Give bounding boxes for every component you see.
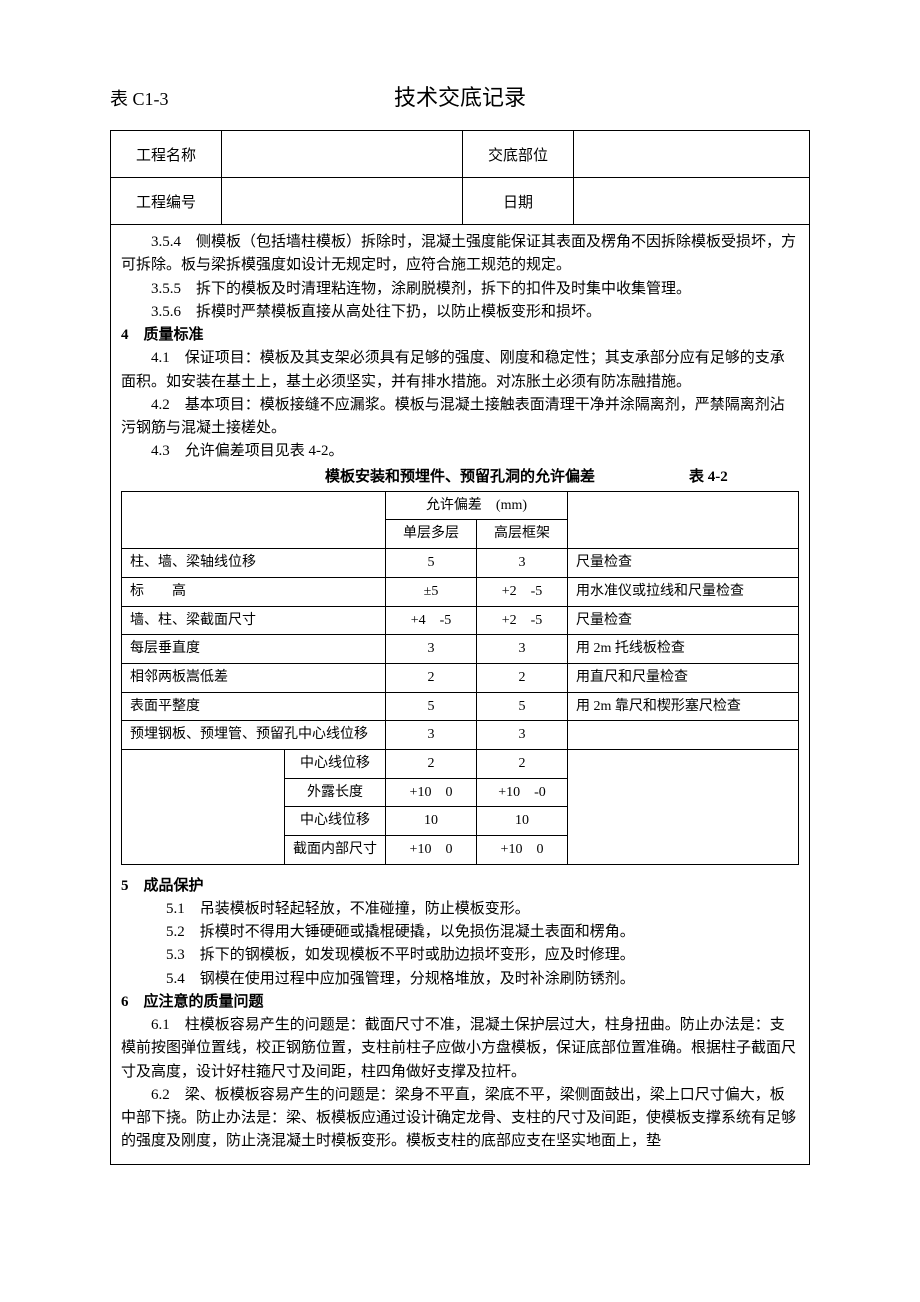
body-row: 3.5.4 侧模板（包括墙柱模板）拆除时，混凝土强度能保证其表面及楞角不因拆除模… <box>111 225 810 1165</box>
table-row: 表面平整度 5 5 用 2m 靠尺和楔形塞尺检查 <box>122 692 799 721</box>
page: 表 C1-3 技术交底记录 工程名称 交底部位 工程编号 日期 3.5.4 侧模… <box>0 0 920 1205</box>
th-note <box>568 491 799 548</box>
body-cell: 3.5.4 侧模板（包括墙柱模板）拆除时，混凝土强度能保证其表面及楞角不因拆除模… <box>111 225 810 1165</box>
project-name-label: 工程名称 <box>111 131 222 178</box>
info-row-2: 工程编号 日期 <box>111 178 810 225</box>
table-row: 标高 ±5 +2 -5 用水准仪或拉线和尺量检查 <box>122 577 799 606</box>
th-single: 单层多层 <box>386 520 477 549</box>
row-a: 2 <box>386 749 477 778</box>
sub-label: 外露长度 <box>285 778 386 807</box>
row-name: 相邻两板嵩低差 <box>122 663 386 692</box>
row-a: +10 0 <box>386 836 477 865</box>
para-3-5-6: 3.5.6 拆模时严禁模板直接从高处往下扔，以防止模板变形和损坏。 <box>121 301 799 324</box>
row-a: 3 <box>386 721 477 750</box>
header-row: 表 C1-3 技术交底记录 <box>110 80 810 112</box>
row-a: ±5 <box>386 577 477 606</box>
project-name-value <box>222 131 463 178</box>
para-5-3: 5.3 拆下的钢模板，如发现模板不平时或肋边损坏变形，应及时修理。 <box>121 944 799 967</box>
section-value <box>574 131 810 178</box>
row-note: 用直尺和尺量检查 <box>568 663 799 692</box>
para-4-2: 4.2 基本项目：模板接缝不应漏浆。模板与混凝土接触表面清理干净并涂隔离剂，严禁… <box>121 394 799 441</box>
tolerance-table: 允许偏差 (mm) 单层多层 高层框架 柱、墙、梁轴线位移 5 3 尺量检查 <box>121 491 799 865</box>
para-6-2: 6.2 梁、板模板容易产生的问题是：梁身不平直，梁底不平，梁侧面鼓出，梁上口尺寸… <box>121 1084 799 1154</box>
project-no-label: 工程编号 <box>111 178 222 225</box>
inner-table-number: 表 4-2 <box>689 466 799 489</box>
inner-table-title: 模板安装和预埋件、预留孔洞的允许偏差 <box>231 466 689 489</box>
th-high: 高层框架 <box>477 520 568 549</box>
para-3-5-4: 3.5.4 侧模板（包括墙柱模板）拆除时，混凝土强度能保证其表面及楞角不因拆除模… <box>121 231 799 278</box>
section-label: 交底部位 <box>463 131 574 178</box>
row-a: 3 <box>386 635 477 664</box>
para-6-1: 6.1 柱模板容易产生的问题是：截面尺寸不准，混凝土保护层过大，柱身扭曲。防止办… <box>121 1014 799 1084</box>
th-tolerance: 允许偏差 (mm) <box>386 491 568 520</box>
row-name: 墙、柱、梁截面尺寸 <box>122 606 386 635</box>
row-name: 柱、墙、梁轴线位移 <box>122 549 386 578</box>
info-row-1: 工程名称 交底部位 <box>111 131 810 178</box>
row-name: 预埋钢板、预埋管、预留孔中心线位移 <box>122 721 386 750</box>
row-note: 用水准仪或拉线和尺量检查 <box>568 577 799 606</box>
document-title: 技术交底记录 <box>110 80 810 112</box>
row-note: 尺量检查 <box>568 606 799 635</box>
row-name: 表面平整度 <box>122 692 386 721</box>
row-b: 5 <box>477 692 568 721</box>
row-note: 用 2m 靠尺和楔形塞尺检查 <box>568 692 799 721</box>
th-blank <box>122 491 386 548</box>
row-b: +10 -0 <box>477 778 568 807</box>
row-b: +10 0 <box>477 836 568 865</box>
para-4-1: 4.1 保证项目：模板及其支架必须具有足够的强度、刚度和稳定性；其支承部分应有足… <box>121 347 799 394</box>
para-5-2: 5.2 拆模时不得用大锤硬砸或撬棍硬撬，以免损伤混凝土表面和楞角。 <box>121 921 799 944</box>
main-table: 工程名称 交底部位 工程编号 日期 3.5.4 侧模板（包括墙柱模板）拆除时，混… <box>110 130 810 1165</box>
row-note: 尺量检查 <box>568 549 799 578</box>
row-b: +2 -5 <box>477 606 568 635</box>
row-a: 2 <box>386 663 477 692</box>
inner-title-row: 模板安装和预埋件、预留孔洞的允许偏差 表 4-2 <box>121 466 799 489</box>
sub-label: 中心线位移 <box>285 807 386 836</box>
row-a: 5 <box>386 692 477 721</box>
row-b: 10 <box>477 807 568 836</box>
row-a: +4 -5 <box>386 606 477 635</box>
section-6: 6 应注意的质量问题 <box>121 991 799 1014</box>
row-a: +10 0 <box>386 778 477 807</box>
sub-label: 截面内部尺寸 <box>285 836 386 865</box>
row-b: 2 <box>477 749 568 778</box>
table-row: 相邻两板嵩低差 2 2 用直尺和尺量检查 <box>122 663 799 692</box>
row-b: +2 -5 <box>477 577 568 606</box>
row-b: 3 <box>477 635 568 664</box>
table-row: 预埋钢板、预埋管、预留孔中心线位移 3 3 <box>122 721 799 750</box>
date-value <box>574 178 810 225</box>
section-5: 5 成品保护 <box>121 875 799 898</box>
row-a: 5 <box>386 549 477 578</box>
row-note <box>568 721 799 750</box>
table-row: 每层垂直度 3 3 用 2m 托线板检查 <box>122 635 799 664</box>
para-5-1: 5.1 吊装模板时轻起轻放，不准碰撞，防止模板变形。 <box>121 898 799 921</box>
para-3-5-5: 3.5.5 拆下的模板及时清理粘连物，涂刷脱模剂，拆下的扣件及时集中收集管理。 <box>121 278 799 301</box>
para-4-3: 4.3 允许偏差项目见表 4-2。 <box>121 440 799 463</box>
section-4: 4 质量标准 <box>121 324 799 347</box>
table-row: 中心线位移 2 2 <box>122 749 799 778</box>
row-note: 用 2m 托线板检查 <box>568 635 799 664</box>
row-a: 10 <box>386 807 477 836</box>
table-row: 墙、柱、梁截面尺寸 +4 -5 +2 -5 尺量检查 <box>122 606 799 635</box>
table-row: 柱、墙、梁轴线位移 5 3 尺量检查 <box>122 549 799 578</box>
row-name: 每层垂直度 <box>122 635 386 664</box>
row-name: 标高 <box>122 577 386 606</box>
row-b: 3 <box>477 721 568 750</box>
sub-label: 中心线位移 <box>285 749 386 778</box>
row-b: 2 <box>477 663 568 692</box>
para-5-4: 5.4 钢模在使用过程中应加强管理，分规格堆放，及时补涂刷防锈剂。 <box>121 968 799 991</box>
row-note <box>568 749 799 864</box>
project-no-value <box>222 178 463 225</box>
row-group <box>122 749 285 864</box>
date-label: 日期 <box>463 178 574 225</box>
row-b: 3 <box>477 549 568 578</box>
